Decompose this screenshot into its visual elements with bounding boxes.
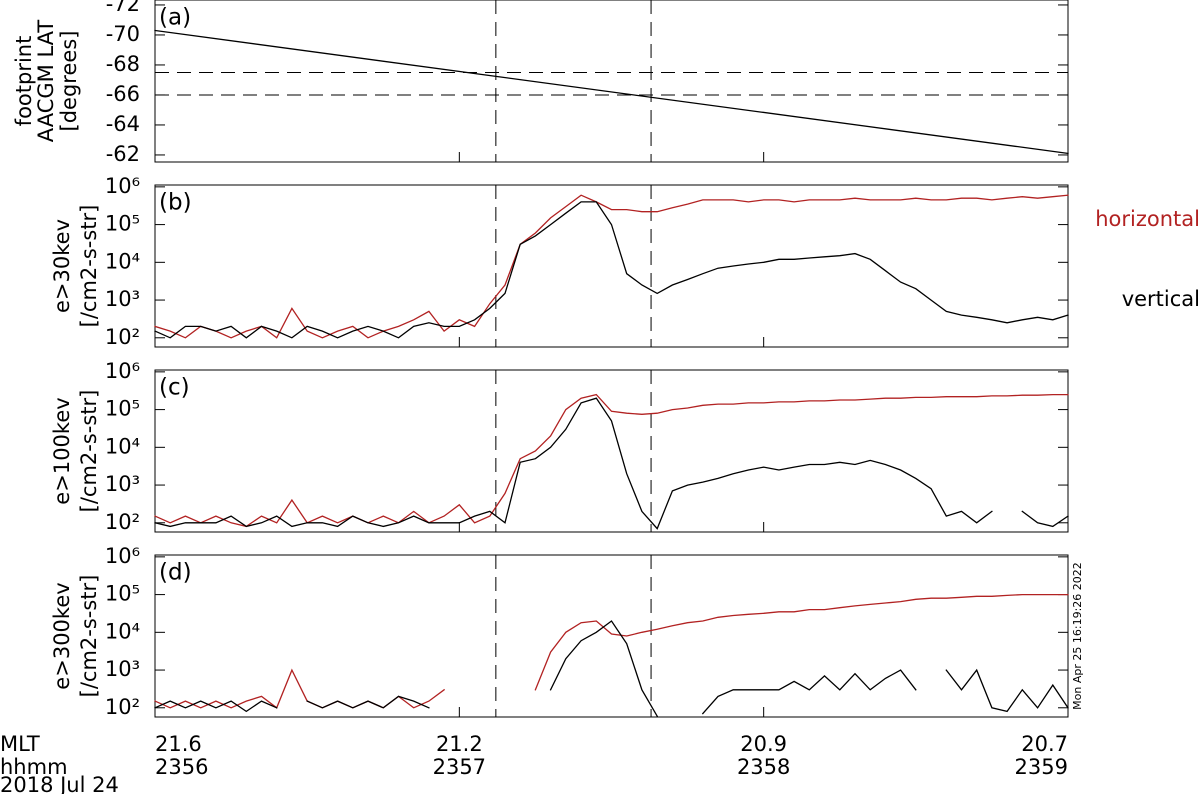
data-line bbox=[154, 620, 1069, 718]
y-axis-label: e>300kev bbox=[50, 582, 74, 689]
y-tick-label: -66 bbox=[106, 82, 140, 106]
y-tick-label: 10⁵ bbox=[105, 212, 140, 236]
x-tick-label: 2356 bbox=[155, 755, 208, 779]
x-tick-label: 2359 bbox=[1015, 755, 1068, 779]
y-tick-label: -70 bbox=[106, 22, 140, 46]
y-tick-label: 10⁵ bbox=[105, 582, 140, 606]
y-tick-label: -72 bbox=[106, 0, 140, 16]
mlt-label: 21.2 bbox=[436, 732, 483, 756]
plot-frame bbox=[154, 369, 1069, 533]
data-line bbox=[154, 393, 1069, 528]
y-tick-label: -68 bbox=[106, 52, 140, 76]
x-row-label: MLT bbox=[0, 732, 40, 756]
y-axis-label: e>100kev bbox=[50, 397, 74, 504]
legend-entry: vertical bbox=[1122, 287, 1200, 311]
x-tick-label: 2357 bbox=[433, 755, 486, 779]
y-tick-label: 10³ bbox=[105, 657, 140, 681]
data-line bbox=[154, 397, 1069, 530]
y-axis-label: [/cm2-s-str] bbox=[77, 575, 101, 698]
y-tick-label: 10⁴ bbox=[105, 249, 140, 273]
y-tick-label: 10⁶ bbox=[105, 544, 140, 568]
panel-label: (d) bbox=[159, 560, 192, 586]
plot-frame bbox=[154, 0, 1069, 163]
data-line bbox=[154, 194, 1069, 339]
panel-label: (b) bbox=[159, 190, 192, 216]
plot-frame bbox=[154, 184, 1069, 348]
y-axis-label: [/cm2-s-str] bbox=[77, 390, 101, 513]
y-axis-label: [/cm2-s-str] bbox=[77, 205, 101, 328]
plot-frame bbox=[154, 554, 1069, 718]
y-tick-label: 10² bbox=[105, 325, 140, 349]
y-tick-label: 10⁶ bbox=[105, 359, 140, 383]
x-tick-label: 2358 bbox=[737, 755, 790, 779]
y-tick-label: 10² bbox=[105, 510, 140, 534]
y-axis-label: e>30kev bbox=[50, 219, 74, 313]
y-tick-label: 10³ bbox=[105, 472, 140, 496]
y-tick-label: 10⁴ bbox=[105, 619, 140, 643]
timestamp: Mon Apr 25 16:19:26 2022 bbox=[1071, 562, 1084, 710]
y-tick-label: 10² bbox=[105, 695, 140, 719]
panel-label: (a) bbox=[159, 5, 191, 31]
data-line bbox=[154, 593, 1069, 709]
y-tick-label: 10⁵ bbox=[105, 397, 140, 421]
y-tick-label: 10⁶ bbox=[105, 174, 140, 198]
mlt-label: 20.9 bbox=[740, 732, 787, 756]
y-tick-label: -62 bbox=[106, 142, 140, 166]
data-line bbox=[154, 201, 1069, 339]
y-tick-label: -64 bbox=[106, 112, 140, 136]
y-axis-label: footprint bbox=[12, 36, 36, 127]
date-label: 2018 Jul 24 bbox=[0, 773, 119, 794]
y-tick-label: 10⁴ bbox=[105, 434, 140, 458]
y-tick-label: 10³ bbox=[105, 287, 140, 311]
x-row-label: hhmm bbox=[0, 755, 68, 779]
y-axis-label: [degrees] bbox=[57, 31, 81, 132]
mlt-label: 21.6 bbox=[155, 732, 202, 756]
panel-label: (c) bbox=[159, 375, 190, 401]
y-axis-label: AACGM LAT bbox=[34, 20, 58, 143]
mlt-label: 20.7 bbox=[1021, 732, 1068, 756]
data-line bbox=[154, 29, 1069, 155]
legend-entry: horizontal bbox=[1095, 207, 1200, 231]
